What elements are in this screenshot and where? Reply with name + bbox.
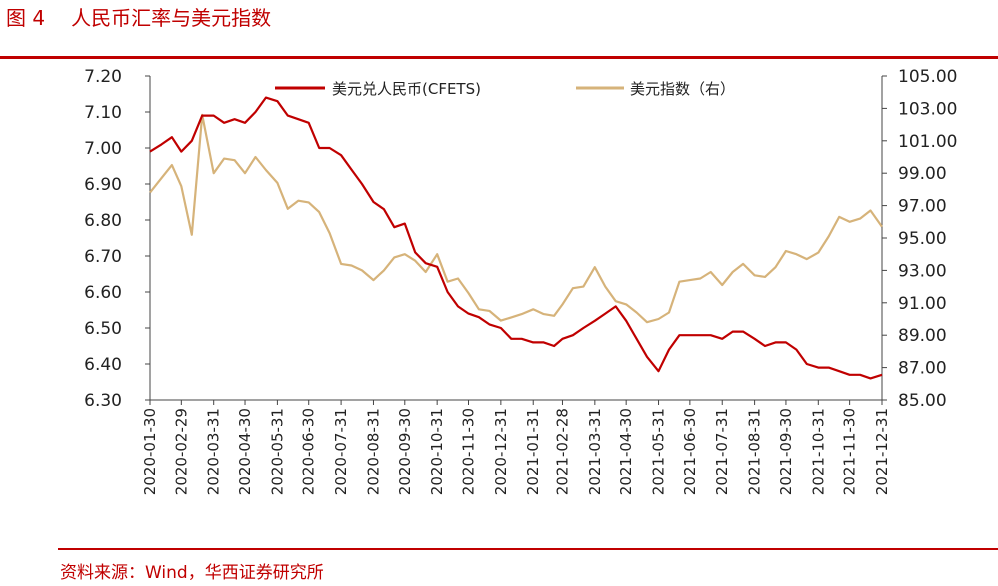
left-tick-label: 7.10: [84, 103, 122, 123]
series-line-dxy: [149, 113, 883, 324]
x-tick-label: 2021-11-30: [841, 408, 859, 495]
right-tick-label: 103.00: [898, 99, 957, 119]
right-tick-label: 85.00: [898, 391, 947, 411]
x-tick-label: 2020-03-31: [205, 408, 223, 495]
series-line-cny: [149, 96, 883, 380]
left-tick-label: 7.00: [84, 139, 122, 159]
x-tick-label: 2021-01-31: [524, 408, 542, 495]
x-tick-label: 2021-04-30: [617, 408, 635, 495]
chart-legend: 美元兑人民币(CFETS) 美元指数（右）: [275, 80, 735, 98]
right-tick-label: 95.00: [898, 229, 947, 249]
x-tick-label: 2020-12-31: [492, 408, 510, 495]
x-tick-label: 2020-05-31: [268, 408, 286, 495]
x-tick-label: 2020-02-29: [172, 408, 190, 495]
chart-series: [149, 96, 883, 380]
left-tick-label: 6.40: [84, 355, 122, 375]
x-tick-label: 2020-01-30: [141, 408, 159, 495]
right-tick-label: 97.00: [898, 197, 947, 217]
left-tick-label: 7.20: [84, 67, 122, 87]
right-tick-label: 87.00: [898, 359, 947, 379]
x-tick-label: 2021-09-30: [777, 408, 795, 495]
left-tick-label: 6.70: [84, 247, 122, 267]
figure-number: 图 4: [6, 6, 46, 30]
x-tick-label: 2020-04-30: [236, 408, 254, 495]
right-tick-label: 101.00: [898, 132, 957, 152]
x-tick-label: 2020-11-30: [459, 408, 477, 495]
right-tick-label: 91.00: [898, 294, 947, 314]
right-tick-label: 93.00: [898, 261, 947, 281]
x-tick-label: 2020-08-31: [364, 408, 382, 495]
top-divider: [0, 56, 998, 59]
x-axis-ticks: 2020-01-30 2020-02-29 2020-03-31 2020-04-30…: [141, 400, 891, 495]
right-axis-ticks: 105.00 103.00 101.00 99.00 97.00 95.00 93.00 91…: [882, 67, 957, 411]
bottom-divider: [58, 548, 998, 550]
x-tick-label: 2020-09-30: [396, 408, 414, 495]
legend-label-cny: 美元兑人民币(CFETS): [332, 80, 481, 98]
right-tick-label: 105.00: [898, 67, 957, 87]
x-tick-label: 2021-12-31: [873, 408, 891, 495]
left-tick-label: 6.90: [84, 175, 122, 195]
figure-title: 图 4 人民币汇率与美元指数: [6, 2, 271, 31]
left-tick-label: 6.80: [84, 211, 122, 231]
x-tick-label: 2020-10-31: [428, 408, 446, 495]
left-tick-label: 6.50: [84, 319, 122, 339]
x-tick-label: 2021-03-31: [586, 408, 604, 495]
right-tick-label: 89.00: [898, 326, 947, 346]
x-tick-label: 2021-08-31: [746, 408, 764, 495]
right-tick-label: 99.00: [898, 164, 947, 184]
x-tick-label: 2020-06-30: [300, 408, 318, 495]
x-tick-label: 2021-07-31: [713, 408, 731, 495]
figure-title-text: 人民币汇率与美元指数: [71, 6, 272, 30]
left-tick-label: 6.30: [84, 391, 122, 411]
chart-axes: [149, 76, 883, 401]
x-tick-label: 2021-10-31: [809, 408, 827, 495]
x-tick-label: 2021-02-28: [553, 408, 571, 495]
x-tick-label: 2020-07-31: [332, 408, 350, 495]
left-axis-ticks: 7.20 7.10 7.00 6.90 6.80 6.70 6.60 6.50 6.40 6.30: [84, 67, 150, 411]
legend-label-dxy: 美元指数（右）: [630, 80, 735, 98]
source-note: 资料来源：Wind，华西证券研究所: [60, 563, 324, 583]
left-tick-label: 6.60: [84, 283, 122, 303]
x-tick-label: 2021-05-31: [650, 408, 668, 495]
x-tick-label: 2021-06-30: [681, 408, 699, 495]
